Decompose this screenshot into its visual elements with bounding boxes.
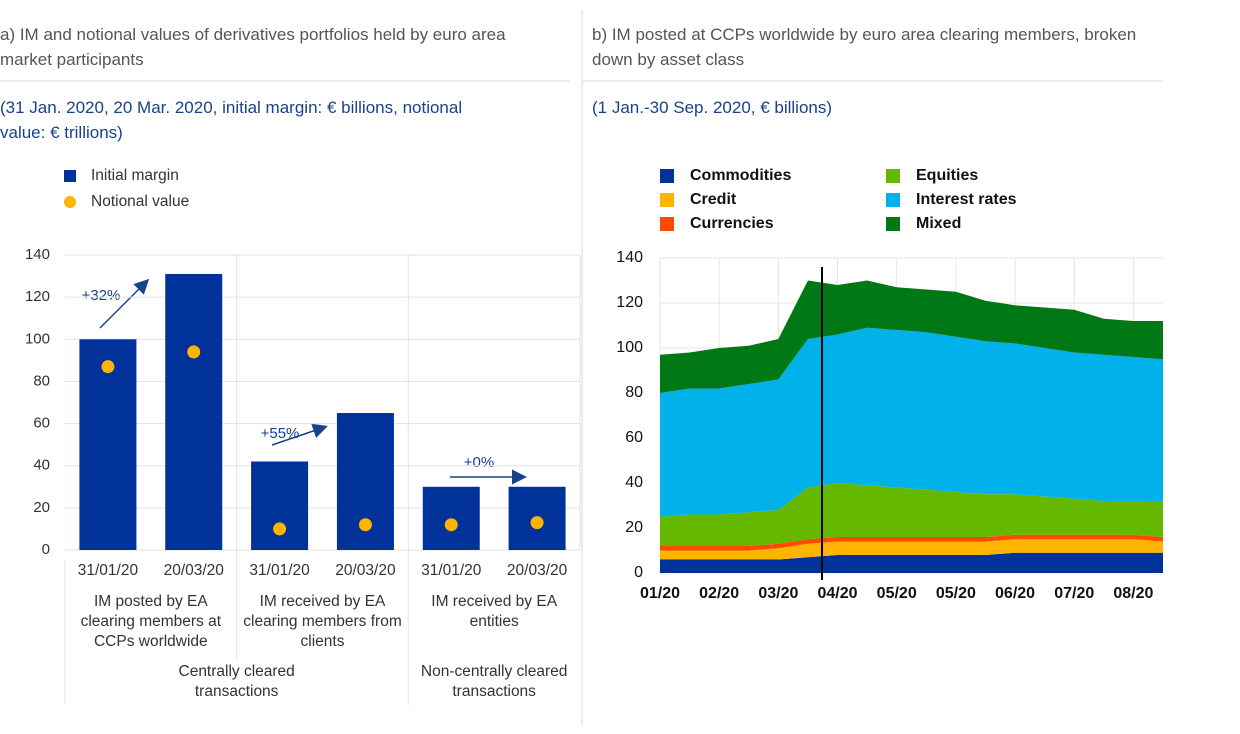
annotation: +32% [82, 287, 121, 304]
area [660, 327, 1163, 517]
y-tick-label: 80 [625, 384, 643, 401]
legend-swatch [660, 217, 674, 231]
dot [444, 518, 458, 532]
legend-swatch [660, 169, 674, 183]
legend-swatch [886, 193, 900, 207]
x-tick-label: 07/20 [1054, 585, 1094, 602]
y-tick-label: 80 [33, 372, 50, 389]
y-tick-label: 0 [634, 564, 643, 581]
legend-swatch [64, 170, 76, 182]
y-tick-label: 60 [625, 429, 643, 446]
chart-title: a) IM and notional values of derivatives… [0, 25, 506, 69]
y-tick-label: 120 [25, 288, 50, 305]
legend-label: Commodities [690, 167, 791, 184]
arrow [99, 278, 150, 329]
annotation: +55% [261, 425, 300, 442]
x-tick-label: 08/20 [1113, 585, 1153, 602]
x-tick-label: 05/20 [877, 585, 917, 602]
dot [530, 516, 544, 530]
y-tick-label: 40 [625, 474, 643, 491]
y-tick-label: 140 [616, 249, 643, 266]
legend-swatch [886, 217, 900, 231]
bar [79, 339, 137, 550]
legend-swatch [64, 196, 76, 208]
y-tick-label: 20 [625, 519, 643, 536]
chart-subtitle: (31 Jan. 2020, 20 Mar. 2020, initial mar… [0, 98, 463, 142]
area [660, 552, 1163, 573]
legend-label: Currencies [690, 215, 774, 232]
y-tick-label: 120 [616, 294, 643, 311]
legend-label: Mixed [916, 215, 961, 232]
chart-title: b) IM posted at CCPs worldwide by euro a… [592, 25, 1137, 69]
dot [187, 345, 201, 359]
legend-swatch [660, 193, 674, 207]
legend-label: Interest rates [916, 191, 1017, 208]
legend-label: Initial margin [91, 167, 179, 184]
y-tick-label: 60 [33, 415, 50, 432]
group-label: IM received by EA clearing members from … [243, 593, 402, 650]
x-tick-label: 31/01/20 [78, 562, 139, 579]
x-tick-label: 20/03/20 [507, 562, 568, 579]
bar [251, 461, 309, 550]
x-tick-label: 01/20 [640, 585, 680, 602]
legend-label: Equities [916, 167, 978, 184]
y-tick-label: 100 [616, 339, 643, 356]
x-tick-label: 20/03/20 [335, 562, 396, 579]
annotation: +0% [464, 454, 494, 471]
y-tick-label: 140 [25, 246, 50, 263]
supergroup-label: Non-centrally cleared transactions [420, 663, 568, 700]
dot [101, 360, 115, 374]
legend-label: Notional value [91, 193, 189, 210]
x-tick-label: 04/20 [818, 585, 858, 602]
legend-swatch [886, 169, 900, 183]
y-tick-label: 40 [33, 457, 50, 474]
y-tick-label: 0 [42, 541, 50, 558]
y-tick-label: 20 [33, 499, 50, 516]
bar [165, 273, 223, 550]
group-label: IM received by EA entities [431, 593, 558, 630]
area [660, 539, 1163, 560]
group-label: IM posted by EA clearing members at CCPs… [80, 593, 222, 650]
dot [273, 522, 287, 536]
x-tick-label: 20/03/20 [164, 562, 225, 579]
arrow [271, 423, 328, 446]
legend-label: Credit [690, 191, 737, 208]
x-tick-label: 03/20 [758, 585, 798, 602]
y-tick-label: 100 [25, 330, 50, 347]
chart-subtitle: (1 Jan.-30 Sep. 2020, € billions) [592, 98, 833, 117]
supergroup-label: Centrally cleared transactions [178, 663, 295, 700]
area [660, 534, 1163, 551]
x-tick-label: 02/20 [699, 585, 739, 602]
x-tick-label: 06/20 [995, 585, 1035, 602]
x-tick-label: 31/01/20 [249, 562, 310, 579]
area [660, 280, 1163, 393]
x-tick-label: 31/01/20 [421, 562, 482, 579]
x-tick-label: 05/20 [936, 585, 976, 602]
area [660, 483, 1163, 546]
dot [358, 518, 372, 532]
